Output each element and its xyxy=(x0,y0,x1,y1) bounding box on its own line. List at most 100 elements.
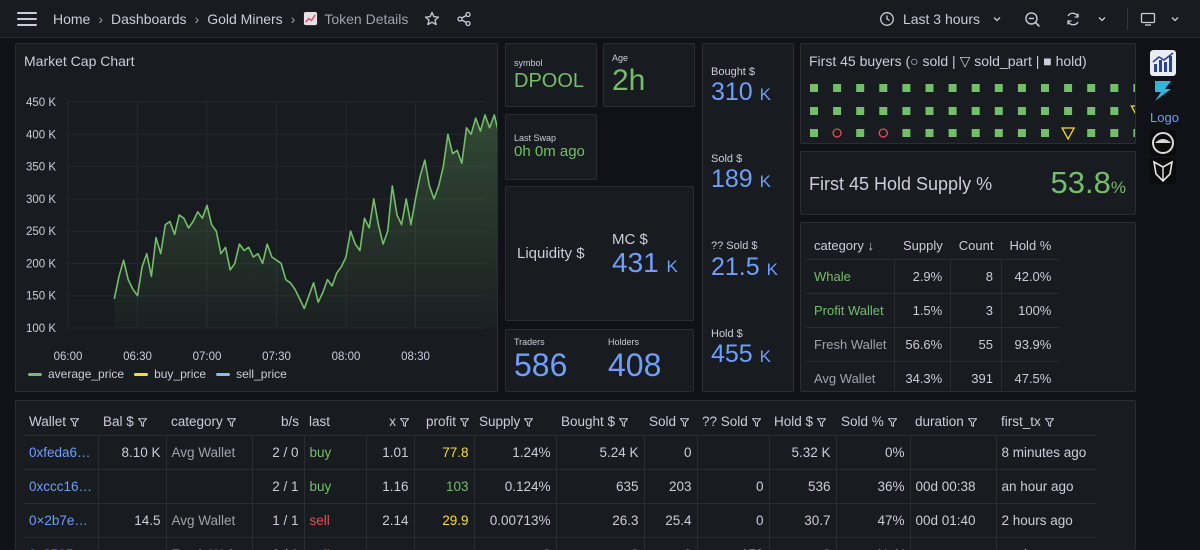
category-row[interactable]: Avg Wallet 34.3% 391 47.5% xyxy=(806,360,1060,391)
clock-icon xyxy=(879,12,894,26)
category-row[interactable]: Whale 2.9% 8 42.0% xyxy=(806,258,1060,293)
tv-mode-icon[interactable] xyxy=(1140,11,1156,27)
filter-icon[interactable] xyxy=(396,414,409,429)
refresh-interval-chevron-icon[interactable] xyxy=(1097,14,1107,24)
market-cap-chart[interactable]: 100 K 150 K 200 K 250 K 300 K 350 K 400 K 450 K… xyxy=(16,44,498,392)
filter-icon[interactable] xyxy=(1041,414,1054,429)
round-logo-icon[interactable] xyxy=(1150,130,1176,156)
panel-title: First 45 buyers (○ sold | ▽ sold_part | … xyxy=(809,53,1087,69)
category-row[interactable]: Fresh Wallet 56.6% 55 93.9% xyxy=(806,326,1060,361)
column-header[interactable]: profit xyxy=(414,409,474,435)
column-header[interactable]: Sold % xyxy=(836,409,910,435)
legend-swatch xyxy=(216,373,231,377)
column-header-supply[interactable]: Supply xyxy=(902,238,943,254)
legend-swatch xyxy=(134,373,149,377)
buyer-hold-marker xyxy=(1064,84,1073,92)
wallet-row[interactable]: 0x2535…Fresh Wal…0 / 1sell0001730NaNa mi… xyxy=(24,536,1096,550)
column-header[interactable]: ?? Sold xyxy=(697,409,769,435)
sold-cell: 0 xyxy=(643,434,697,469)
buyer-hold-marker xyxy=(856,84,865,92)
wallet-cell[interactable]: 0xccc16… xyxy=(24,468,98,503)
view-mode-chevron-icon[interactable] xyxy=(1170,14,1180,24)
category-row[interactable]: Profit Wallet 1.5% 3 100% xyxy=(806,292,1060,327)
column-header[interactable]: x xyxy=(366,409,414,435)
hold-cell: 47.5% xyxy=(1000,360,1060,391)
last-swap-label: Last Swap xyxy=(514,133,557,143)
filter-icon[interactable] xyxy=(134,414,147,429)
wallet-cell[interactable]: 0×2b7e… xyxy=(24,502,98,537)
sold-cell: 25.4 xyxy=(643,502,697,537)
wallet-row[interactable]: 0xccc16… 2 / 1 buy 1.16 103 0.124% 635 203 0 536 3… xyxy=(24,468,1096,503)
age-label: Age xyxy=(612,53,629,63)
zoom-out-icon[interactable] xyxy=(1024,11,1041,28)
wallet-cell[interactable]: 0xfeda6… xyxy=(24,434,98,469)
chart-legend: average_price buy_price sell_price xyxy=(28,367,287,381)
breadcrumb-dashboards[interactable]: Dashboards xyxy=(111,10,187,27)
buyer-hold-marker xyxy=(902,129,911,137)
filter-icon[interactable] xyxy=(520,414,534,429)
column-header[interactable]: Supply xyxy=(474,409,556,435)
column-header[interactable]: first_tx xyxy=(996,409,1096,435)
column-header[interactable]: last xyxy=(309,414,331,430)
filter-icon[interactable] xyxy=(676,414,690,429)
breadcrumb-separator: › xyxy=(290,10,296,27)
filter-icon[interactable] xyxy=(748,414,761,429)
time-range-picker[interactable]: Last 3 hours xyxy=(879,11,1002,27)
breadcrumb-folder[interactable]: Gold Miners xyxy=(207,10,283,27)
column-header-category[interactable]: category ↓ xyxy=(814,238,875,254)
category-cell: Fresh Wallet xyxy=(806,326,895,361)
column-header[interactable]: Wallet xyxy=(24,409,98,435)
traders-value: 586 xyxy=(514,347,568,383)
duration-cell: 00d 01:40 xyxy=(909,502,996,537)
age-panel: Age 2h xyxy=(603,43,695,107)
filter-icon[interactable] xyxy=(66,414,80,429)
column-header[interactable]: category xyxy=(166,409,252,435)
menu-icon[interactable] xyxy=(17,11,37,26)
filter-icon[interactable] xyxy=(884,414,897,429)
y-tick-label: 450 K xyxy=(26,97,56,109)
refresh-icon[interactable] xyxy=(1065,11,1081,27)
sort-arrow-icon: ↓ xyxy=(867,238,875,254)
hold-cell: 5.32 K xyxy=(768,434,836,469)
wallet-cell[interactable]: 0x2535… xyxy=(24,536,98,550)
category-cell: Fresh Wal… xyxy=(165,536,252,550)
filter-icon[interactable] xyxy=(456,414,469,429)
star-icon[interactable] xyxy=(424,11,440,27)
x-tick-label: 07:30 xyxy=(262,351,291,363)
profit-cell: 29.9 xyxy=(413,502,474,537)
qsold-cell: 173 xyxy=(696,536,769,550)
hold-cell: 536 xyxy=(768,468,836,503)
count-cell: 3 xyxy=(950,292,1002,327)
legend-item[interactable]: buy_price xyxy=(134,367,206,381)
category-cell xyxy=(165,468,252,503)
column-header[interactable]: b/s xyxy=(280,414,299,430)
wallet-row[interactable]: 0×2b7e… 14.5 Avg Wallet 1 / 1 sell 2.14 29.9 0.… xyxy=(24,502,1096,537)
breadcrumb-home[interactable]: Home xyxy=(53,10,91,27)
column-header[interactable]: Bought $ xyxy=(556,409,644,435)
column-header[interactable]: Bal $ xyxy=(98,409,166,435)
column-header[interactable]: Sold xyxy=(644,409,697,435)
swap-logo-icon[interactable] xyxy=(1150,78,1176,104)
column-header-hold[interactable]: Hold % xyxy=(1009,238,1052,254)
buyer-hold-marker xyxy=(1017,129,1026,137)
unknown-sold-label: ?? Sold $ xyxy=(711,240,758,252)
legend-item[interactable]: average_price xyxy=(28,367,124,381)
legend-item[interactable]: sell_price xyxy=(216,367,287,381)
wallet-row[interactable]: 0xfeda6… 8.10 K Avg Wallet 2 / 0 buy 1.01 77.8… xyxy=(24,434,1096,469)
hold-supply-panel: First 45 Hold Supply % 53.8% xyxy=(800,151,1136,215)
filter-icon[interactable] xyxy=(223,414,236,429)
buyer-hold-marker xyxy=(971,107,980,115)
filter-icon[interactable] xyxy=(964,414,977,429)
column-header-count[interactable]: Count xyxy=(958,238,994,254)
count-cell: 8 xyxy=(950,258,1002,293)
column-header[interactable]: Hold $ xyxy=(769,409,836,435)
qsold-cell: 0 xyxy=(696,468,769,503)
filter-icon[interactable] xyxy=(615,414,629,429)
mask-logo-icon[interactable] xyxy=(1150,158,1176,184)
filter-icon[interactable] xyxy=(813,414,827,429)
column-header[interactable]: duration xyxy=(910,409,996,435)
chart-logo-icon[interactable] xyxy=(1150,50,1176,76)
hold-supply-title: First 45 Hold Supply % xyxy=(809,174,993,194)
logo-link[interactable]: Logo xyxy=(1150,110,1179,125)
share-icon[interactable] xyxy=(456,11,472,27)
